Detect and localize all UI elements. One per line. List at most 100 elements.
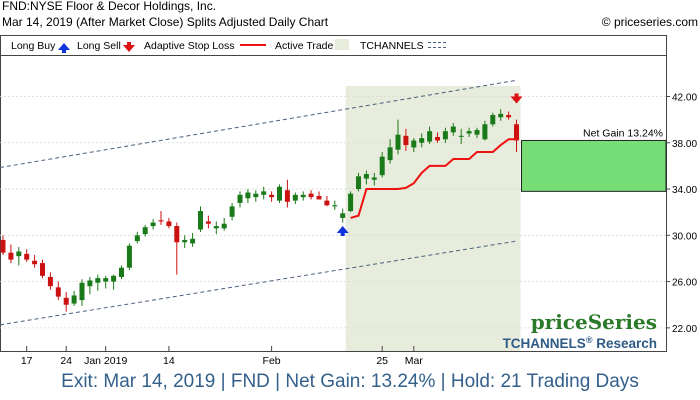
x-tick-label: Mar [405,355,424,367]
candle-body [40,263,45,276]
candle-body [348,193,354,212]
candle [379,152,385,178]
candle [506,111,512,120]
candle-body [126,245,132,268]
candle-body [166,221,172,227]
candle [95,274,101,291]
candle-body [379,156,385,176]
candle [466,127,472,137]
candle-body [371,177,377,180]
candle-body [24,253,30,260]
candle [458,128,464,144]
candle [111,274,117,290]
candle-body [277,186,282,201]
legend-long-buy: Long Buy [11,40,56,52]
candle-body [403,135,409,146]
candle-body [300,194,306,198]
long-sell-icon [123,42,135,52]
candle [8,244,14,264]
candle [340,208,346,223]
y-tick-label: 30.00 [672,231,697,242]
candle [40,259,45,279]
candle [205,215,211,229]
tchannel-lower-line [0,240,517,326]
candle [158,211,164,225]
legend-long-sell: Long Sell [77,40,121,52]
candle [103,275,109,289]
candle [182,235,188,249]
candle-body [87,280,93,287]
candle [174,222,180,275]
candle [63,292,69,312]
net-gain-box [521,139,667,192]
candle [0,235,6,255]
legend-active-trade: Active Trade [275,40,334,52]
candle [221,217,227,231]
tchannel-upper-line [0,79,517,169]
candle [142,224,148,237]
candle [403,128,409,151]
candle-body [71,295,77,304]
candle [363,170,369,185]
candle-body [490,115,496,125]
candle [474,127,480,139]
candle [514,119,519,153]
legend-tchannels: TCHANNELS [360,40,424,52]
candle-body [466,131,472,134]
legend: Long Buy Long Sell Adaptive Stop Loss Ac… [11,39,448,53]
copyright-label: © priceseries.com [601,15,698,29]
y-tick-label: 22.00 [672,324,697,335]
candle [166,217,172,229]
candle [427,126,433,144]
candle [229,202,235,221]
candle [498,109,504,121]
x-tick-label: Feb [263,355,281,367]
candle-body [482,124,488,140]
candle-body [16,251,22,257]
candle [442,127,448,143]
candle-body [150,222,156,227]
candle-body [221,223,227,229]
candle [450,123,456,136]
candle [47,272,53,290]
candle [490,112,496,127]
candle-body [229,206,235,217]
candle [134,231,140,244]
trade-summary: Exit: Mar 14, 2019 | FND | Net Gain: 13.… [61,371,639,392]
candle-body [332,205,338,207]
watermark-registered: ® [586,335,593,345]
candle-body [340,213,346,218]
candle-body [308,193,314,198]
candle [150,219,156,230]
candle-body [474,130,480,135]
candle-body [142,227,148,235]
candle-body [190,238,196,244]
candle-body [292,194,298,201]
candle [371,172,377,186]
candle [316,191,322,200]
candle-body [442,131,448,140]
long-sell-marker [510,93,523,104]
candle-body [95,278,101,283]
candle [87,276,93,295]
long-buy-marker [336,226,349,236]
candle [32,254,38,268]
candle [79,279,85,306]
candle-body [213,226,219,229]
long-buy-icon [58,43,70,53]
candle [24,249,30,262]
candle-body [63,297,69,305]
candle [71,290,77,306]
y-tick-label: 38.00 [672,139,697,150]
candle [261,186,267,200]
candle [55,281,61,301]
candle [387,139,393,164]
watermark-product-name: TCHANNELS [503,336,586,351]
candle-body [55,287,61,297]
active-trade-legend-swatch [335,39,349,50]
x-tick-label: 17 [21,355,33,367]
candle [395,119,401,155]
y-tick-label: 26.00 [672,278,697,289]
chart-subtitle: Mar 14, 2019 (After Market Close) Splits… [2,15,329,29]
candle [356,172,361,192]
